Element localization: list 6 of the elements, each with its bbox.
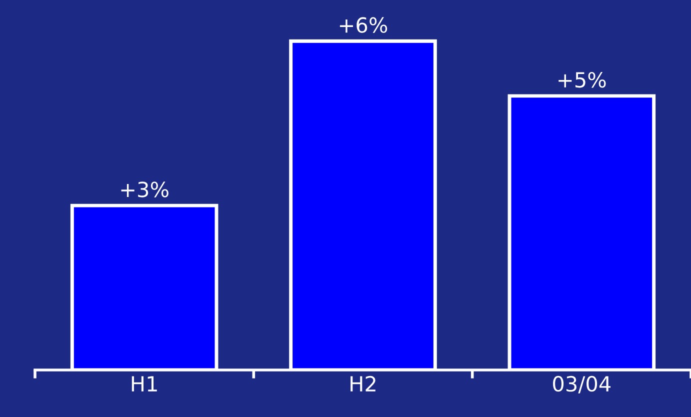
x-tick-label: H1: [132, 376, 157, 392]
data-label: +5%: [558, 72, 606, 88]
data-label: +6%: [340, 17, 388, 33]
x-tick-label: H2: [350, 376, 376, 392]
data-label: +3%: [121, 182, 168, 198]
x-tick-label: 03/04: [553, 376, 611, 394]
